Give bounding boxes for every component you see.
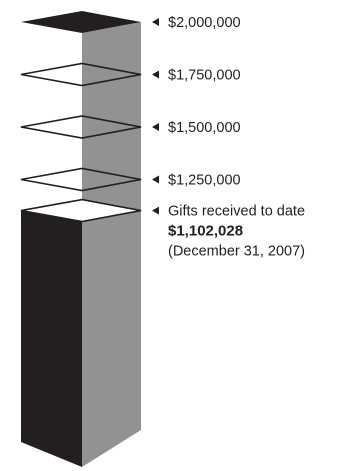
- column-front-face: [21, 210, 82, 467]
- milestone-arrow-marker: [152, 70, 159, 79]
- milestone-label: $1,750,000: [168, 68, 241, 84]
- milestone-label: $1,500,000: [168, 120, 241, 136]
- milestone-arrow-marker: [152, 175, 159, 184]
- milestone-group: $2,000,000 $1,750,000 $1,500,000 $1,250,000: [20, 11, 241, 192]
- column-side-face: [82, 22, 141, 467]
- current-label-line1: Gifts received to date: [168, 204, 305, 220]
- milestone-diamond: [20, 167, 142, 192]
- milestone-label: $1,250,000: [168, 173, 241, 189]
- current-label-amount: $1,102,028: [168, 223, 243, 240]
- current-level-diamond: [20, 198, 142, 223]
- current-arrow-marker: [152, 206, 159, 215]
- milestone-arrow-marker: [152, 18, 159, 26]
- milestone-label: $2,000,000: [168, 15, 241, 31]
- milestone-diamond: [21, 11, 141, 33]
- milestone-diamond: [20, 62, 142, 87]
- current-label-date: (December 31, 2007): [168, 244, 305, 260]
- milestone-diamond: [20, 115, 142, 139]
- milestone-arrow-marker: [152, 123, 159, 131]
